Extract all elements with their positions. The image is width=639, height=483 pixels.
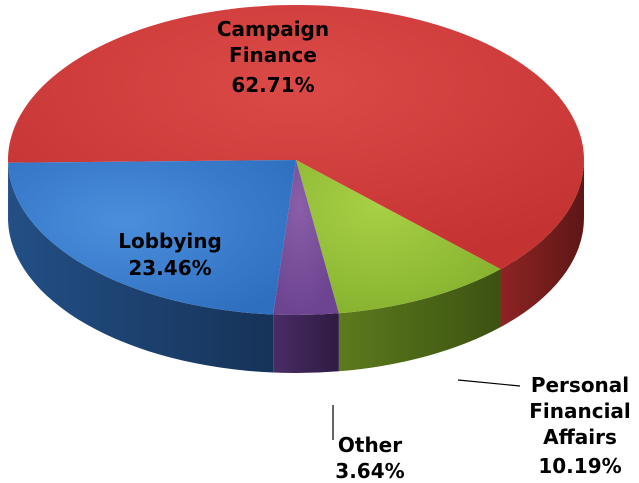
label-campaign-line2: Finance bbox=[229, 43, 317, 67]
wall-other bbox=[273, 313, 339, 373]
label-other-line1: Other bbox=[338, 433, 402, 457]
leader-line-personal bbox=[457, 379, 521, 387]
label-personal-value: 10.19% bbox=[538, 454, 621, 478]
slice-other[interactable] bbox=[273, 160, 339, 315]
label-lobbying-value: 23.46% bbox=[128, 256, 211, 280]
label-campaign-line1: Campaign bbox=[217, 17, 329, 41]
wall-campaign-finance bbox=[500, 160, 584, 328]
label-campaign-value: 62.71% bbox=[231, 73, 314, 97]
pie-walls bbox=[8, 160, 584, 373]
label-personal-line3: Affairs bbox=[543, 425, 617, 449]
slice-lobbying[interactable] bbox=[8, 160, 297, 315]
label-other-value: 3.64% bbox=[335, 459, 404, 483]
label-personal-financial-affairs: Personal Financial Affairs 10.19% bbox=[529, 373, 631, 478]
pie-tops bbox=[8, 4, 585, 315]
label-lobbying: Lobbying 23.46% bbox=[118, 229, 222, 280]
slice-campaign-finance[interactable] bbox=[8, 4, 585, 270]
label-lobbying-line1: Lobbying bbox=[118, 229, 222, 253]
label-personal-line2: Financial bbox=[529, 399, 631, 423]
label-other: Other 3.64% bbox=[335, 433, 404, 483]
wall-personal-financial-affairs bbox=[338, 269, 501, 372]
wall-lobbying bbox=[8, 162, 274, 373]
label-personal-line1: Personal bbox=[531, 373, 629, 397]
label-campaign-finance: Campaign Finance 62.71% bbox=[217, 17, 329, 97]
slice-personal-financial-affairs[interactable] bbox=[296, 160, 501, 314]
